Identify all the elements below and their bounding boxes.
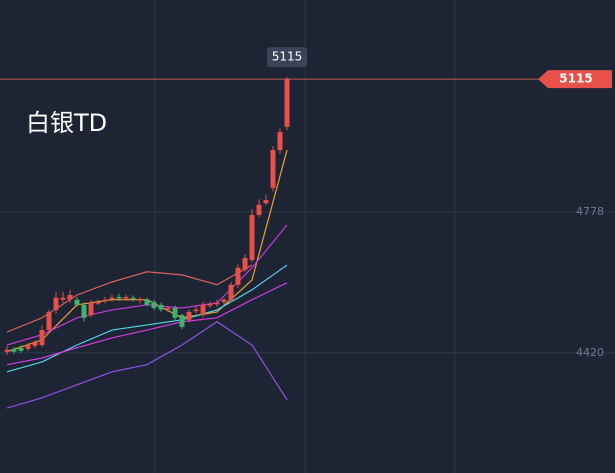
chart-title: 白银TD (26, 109, 107, 137)
candle-body (193, 309, 199, 312)
candle-body (207, 304, 213, 306)
candle-body (214, 302, 220, 305)
candle-body (186, 311, 192, 320)
candle-body (179, 315, 185, 327)
candle-body (102, 299, 108, 302)
price-marker-box (267, 47, 307, 68)
candle-body (221, 299, 227, 303)
price-marker-label: 5115 (272, 50, 303, 64)
candle-body (116, 296, 122, 299)
price-tag (538, 70, 612, 89)
candle-body (263, 200, 269, 204)
candle-body (151, 302, 157, 308)
price-tag-label: 5115 (559, 72, 592, 86)
candle-body (25, 345, 31, 349)
candle-body (228, 284, 234, 300)
candle-body (165, 307, 171, 310)
candle-body (130, 297, 136, 300)
candle-body (88, 302, 94, 316)
candle-body (81, 304, 87, 318)
candle-body (18, 347, 24, 351)
candle-body (277, 131, 283, 151)
candle-body (95, 302, 101, 304)
candle-body (32, 341, 38, 346)
candle-body (172, 307, 178, 318)
candle-body (74, 299, 80, 305)
candle-body (4, 349, 10, 352)
indicator-line (6, 264, 288, 373)
candle-body (109, 297, 115, 300)
candle-body (235, 267, 241, 285)
candle-body (46, 311, 52, 331)
candle-body (123, 296, 129, 299)
candle-body (60, 297, 66, 300)
candle-body (242, 257, 248, 270)
overlay: 5115 5115 (0, 47, 612, 89)
y-tick-label: 4778 (576, 205, 604, 218)
candle-body (39, 330, 45, 346)
candle-body (137, 298, 143, 301)
indicator-line (6, 321, 288, 409)
plot (4, 77, 290, 409)
candle-body (67, 294, 73, 300)
indicator-line (6, 282, 288, 366)
candle-body (11, 348, 17, 352)
candle-body (158, 304, 164, 310)
candle-body (256, 204, 262, 216)
candle-body (284, 79, 290, 127)
y-tick-label: 4420 (576, 346, 604, 359)
candle-body (53, 297, 59, 310)
candle-body (144, 299, 150, 305)
grid: 4420 4778 (0, 205, 615, 359)
candle-body (200, 304, 206, 316)
candle-body (270, 150, 276, 188)
candle-body (249, 215, 255, 260)
